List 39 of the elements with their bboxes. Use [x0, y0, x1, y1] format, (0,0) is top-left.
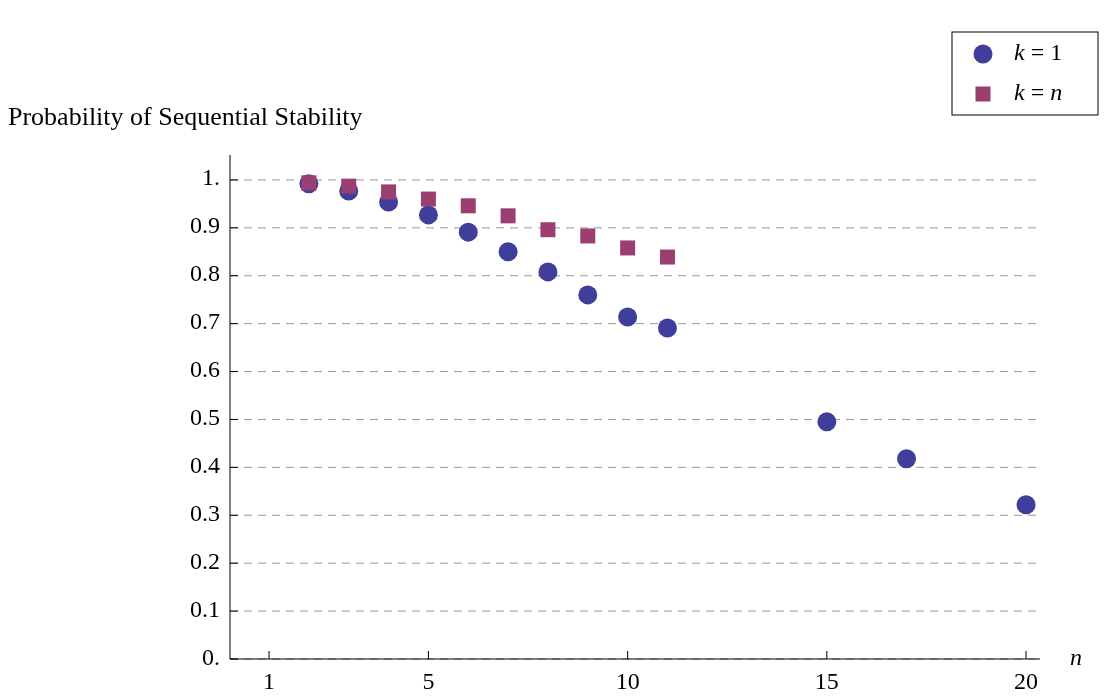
point	[341, 178, 357, 194]
x-tick-label: 20	[1014, 668, 1039, 694]
legend-label: k = 1	[1014, 38, 1063, 65]
point	[578, 285, 598, 305]
point	[817, 412, 837, 432]
point	[1016, 495, 1036, 515]
x-tick-label: 5	[422, 668, 435, 694]
y-tick-label: 0.3	[190, 499, 220, 526]
point	[498, 242, 518, 262]
x-tick-label: 10	[615, 668, 640, 694]
point	[618, 307, 638, 327]
point	[418, 205, 438, 225]
y-tick-label: 0.4	[190, 451, 220, 478]
point	[580, 228, 596, 244]
point	[538, 262, 558, 282]
point	[897, 449, 917, 469]
point	[657, 318, 677, 338]
legend-label: k = n	[1014, 78, 1063, 105]
y-tick-label: 0.8	[190, 260, 220, 287]
y-tick-label: 0.	[202, 643, 220, 670]
x-tick-label: 15	[814, 668, 839, 694]
y-tick-label: 1.	[202, 164, 220, 191]
point	[458, 222, 478, 242]
point	[620, 240, 636, 256]
y-tick-label: 0.9	[190, 212, 220, 239]
point	[540, 222, 556, 238]
x-tick-label: 1	[263, 668, 276, 694]
y-tick-label: 0.5	[190, 403, 220, 430]
y-axis-title: Probability of Sequential Stability	[8, 102, 363, 131]
x-axis-title: n	[1070, 644, 1082, 670]
point	[381, 184, 397, 200]
point	[659, 249, 675, 265]
y-tick-label: 0.1	[190, 595, 220, 622]
point	[460, 198, 476, 214]
point	[500, 208, 516, 224]
y-tick-label: 0.7	[190, 308, 220, 335]
point	[420, 191, 436, 207]
y-tick-label: 0.2	[190, 547, 220, 574]
y-tick-label: 0.6	[190, 356, 220, 383]
